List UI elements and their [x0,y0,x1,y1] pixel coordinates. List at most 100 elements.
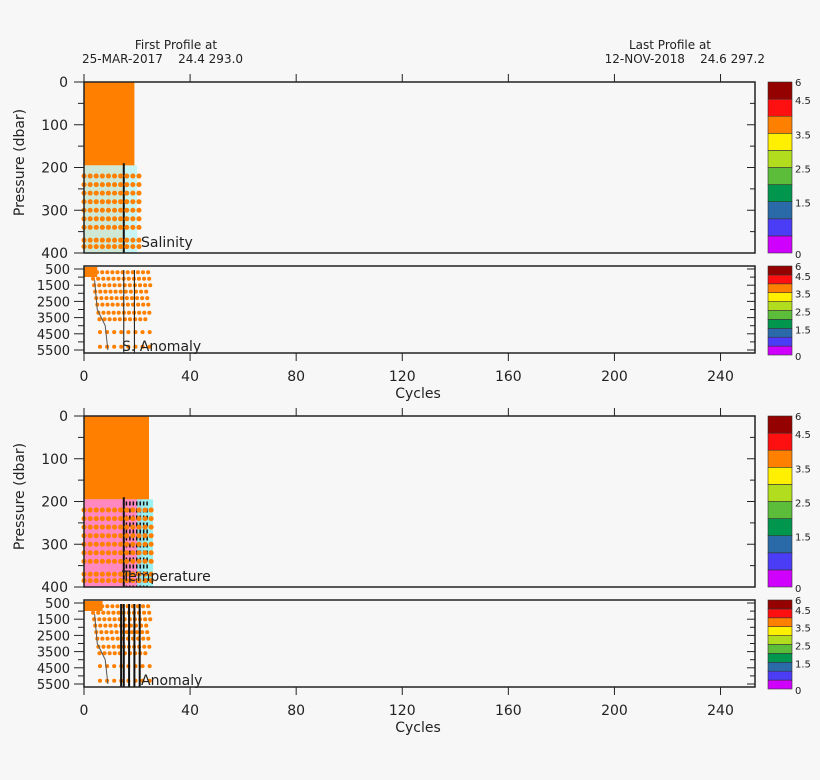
colorbar-swatch [767,661,793,672]
y-tick-label: 500 [45,263,70,278]
y-tick-label: 0 [59,409,68,425]
first-profile-value: 25-MAR-2017 24.4 293.0 [82,52,243,66]
panel-label: Temperature [121,569,211,585]
x-tick-label: 120 [389,369,416,385]
x-tick-label: 80 [287,703,305,719]
colorbar-swatch [767,327,793,338]
colorbar-cb-upper: 0 1.5 2.5 3.5 4.5 6 [767,412,811,595]
colorbar-tick-label: 2.5 [795,499,811,510]
panel-salinity: 0 40 80 120 160 200 240 Cycles 0 100 200 300 400 Pres… [12,74,811,402]
colorbar-swatch [767,133,793,151]
colorbar-swatch [767,98,793,117]
colorbar-tick-label: 2.5 [795,308,811,319]
x-tick-label: 200 [601,369,628,385]
colorbar-swatch [767,653,793,663]
colorbar-cb-lower: 0 1.5 2.5 3.5 4.56 [767,262,811,363]
y-tick-label: 5500 [37,344,70,359]
colorbar-swatch [767,466,793,485]
y-tick-label: 5500 [37,678,70,693]
data-cyan-region [123,165,138,253]
colorbar-swatch [767,150,793,168]
y-tick-label: 1500 [37,279,70,294]
colorbar-swatch [767,608,793,619]
x-tick-label: 160 [495,703,522,719]
colorbar-swatch [767,167,793,185]
colorbar-swatch [767,552,793,571]
colorbar-swatch [767,679,793,690]
y-tick-label: 300 [41,537,68,553]
colorbar-tick-label: 6 [795,412,801,423]
y-tick-label: 100 [41,452,68,468]
y-axis-label: Pressure (dbar) [12,443,28,550]
colorbar-swatch [767,670,793,681]
colorbar-tick-label: 1.5 [795,199,811,210]
colorbar-swatch [767,626,793,636]
colorbar-swatch [767,599,793,610]
data-profile-line [94,614,109,685]
y-tick-label: 0 [59,75,68,91]
x-tick-label: 40 [181,369,199,385]
colorbar-swatch [767,201,793,220]
colorbar-swatch [767,617,793,627]
colorbar-tick-label: 0 [795,584,801,595]
y-tick-label: 2500 [37,629,70,644]
colorbar-swatch [767,283,793,293]
colorbar-tick-label: 1.5 [795,533,811,544]
x-tick-label: 0 [80,369,89,385]
y-tick-label: 100 [41,118,68,134]
colorbar-tick-label: 1.5 [795,325,811,336]
panel-label: Salinity [141,235,193,251]
y-tick-label: 400 [41,580,68,596]
x-tick-label: 80 [287,369,305,385]
y-tick-label: 200 [41,161,68,177]
y-tick-label: 200 [41,495,68,511]
data-fill-mixed-layer [84,82,135,166]
colorbar-tick-label: 0 [795,352,801,363]
data-fill-mixed-layer [84,416,149,500]
upper-plot-frame [83,415,756,588]
colorbar-tick-label: 3.5 [795,464,811,475]
data-profile-line [94,280,109,351]
colorbar-tick-label: 1.5 [795,659,811,670]
colorbar-tick-label: 3.5 [795,130,811,141]
colorbar-tick-label: 4.5 [795,96,811,107]
colorbar-swatch [767,310,793,320]
colorbar-swatch [767,449,793,468]
colorbar-swatch [767,635,793,645]
x-tick-label: 120 [389,703,416,719]
last-profile-label: Last Profile at [629,38,711,52]
colorbar-tick-label: 2.5 [795,642,811,653]
colorbar-swatch [767,644,793,654]
colorbar-tick-label: 6 [795,262,801,273]
first-profile-label: First Profile at [135,38,218,52]
colorbar-cb-upper: 0 1.5 2.5 3.5 4.5 6 [767,78,811,261]
colorbar-swatch [767,484,793,502]
colorbar-tick-label: 4.5 [795,606,811,617]
y-tick-label: 300 [41,203,68,219]
colorbar-tick-label: 6 [795,78,801,89]
colorbar-swatch [767,501,793,519]
colorbar-tick-label: 6 [795,596,801,607]
x-tick-label: 0 [80,703,89,719]
colorbar-swatch [767,301,793,311]
colorbar-swatch [767,235,793,254]
anomaly-label: Anomaly [141,673,202,689]
colorbar-cb-lower: 0 1.5 2.5 3.5 4.56 [767,596,811,697]
colorbar-tick-label: 0 [795,686,801,697]
panel-temperature: 0 40 80 120 160 200 240 Cycles 0 100 200 300 400 Pres… [12,408,811,736]
colorbar-swatch [767,432,793,451]
colorbar-swatch [767,218,793,237]
x-tick-label: 240 [707,703,734,719]
colorbar-swatch [767,274,793,285]
colorbar-swatch [767,292,793,302]
y-tick-label: 2500 [37,295,70,310]
colorbar-tick-label: 4.5 [795,430,811,441]
colorbar-swatch [767,265,793,276]
x-tick-label: 40 [181,703,199,719]
x-axis-label: Cycles [395,720,441,736]
y-tick-label: 400 [41,246,68,262]
y-tick-label: 3500 [37,646,70,661]
y-tick-label: 4500 [37,662,70,677]
colorbar-swatch [767,415,793,434]
